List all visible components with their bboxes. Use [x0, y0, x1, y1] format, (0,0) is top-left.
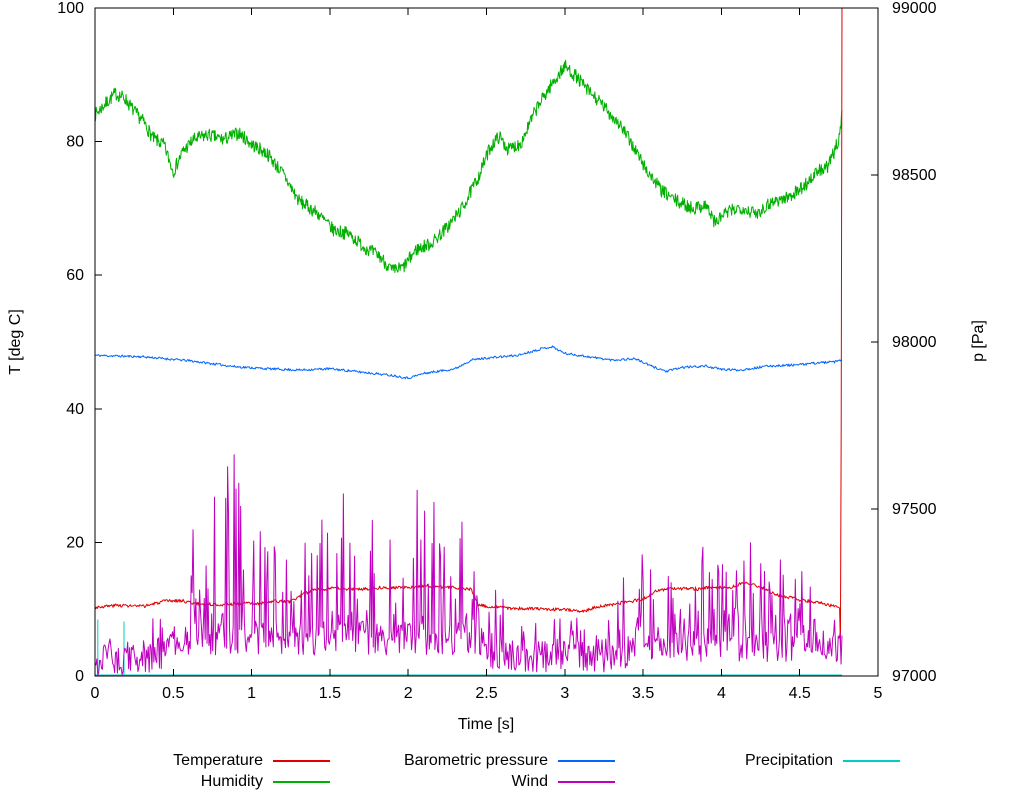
x-tick-label: 0.5: [162, 685, 184, 702]
y2-tick-label: 97500: [892, 501, 937, 518]
legend-line-sample: [558, 780, 615, 783]
legend-label: Humidity: [200, 772, 263, 790]
legend-item-barometric-pressure: Barometric pressure: [404, 750, 615, 771]
chart-legend: Temperature Barometric pressure Precipitat…: [45, 750, 900, 792]
y2-tick-label: 98500: [892, 167, 937, 184]
x-tick-label: 4: [717, 685, 726, 702]
plot-area: T [deg C] p [Pa] Time [s] 0 0.5 1 1.5 2 2.5 3 3…: [7, 0, 987, 733]
y-tick-label: 100: [57, 0, 84, 17]
legend-item-wind: Wind: [512, 771, 615, 792]
y-axis-label: T [deg C]: [7, 309, 24, 375]
y2-tick-label: 98000: [892, 334, 937, 351]
x-tick-label: 1: [247, 685, 256, 702]
series-precipitation: [95, 619, 842, 676]
y-tick-label: 40: [66, 401, 84, 418]
series-wind: [94, 454, 843, 676]
x-tick-label: 2: [404, 685, 413, 702]
y-tick-label: 20: [66, 534, 84, 551]
legend-label: Temperature: [173, 751, 263, 769]
series-barometric-pressure: [94, 345, 843, 380]
legend-item-precipitation: Precipitation: [745, 750, 900, 771]
legend-item-humidity: Humidity: [201, 771, 330, 792]
legend-line-sample: [843, 759, 900, 762]
series-humidity: [94, 59, 843, 273]
x-tick-label: 2.5: [475, 685, 497, 702]
x-axis-label: Time [s]: [458, 716, 514, 733]
y2-tick-label: 99000: [892, 0, 937, 17]
legend-line-sample: [273, 780, 330, 783]
legend-line-sample: [558, 759, 615, 762]
legend-label: Wind: [511, 772, 548, 790]
y2-tick-label: 97000: [892, 668, 937, 685]
legend-line-sample: [273, 759, 330, 762]
x-tick-label: 3: [560, 685, 569, 702]
series-temperature: [94, 7, 843, 646]
x-tick-label: 4.5: [789, 685, 811, 702]
x-tick-label: 5: [874, 685, 883, 702]
y-tick-label: 80: [66, 134, 84, 151]
legend-label: Precipitation: [744, 751, 833, 769]
x-tick-label: 0: [91, 685, 100, 702]
y2-axis-label: p [Pa]: [970, 320, 987, 362]
legend-label: Barometric pressure: [403, 751, 548, 769]
y-tick-label: 60: [66, 267, 84, 284]
legend-item-temperature: Temperature: [173, 750, 330, 771]
y-tick-label: 0: [75, 668, 84, 685]
x-tick-label: 1.5: [319, 685, 341, 702]
x-tick-label: 3.5: [632, 685, 654, 702]
